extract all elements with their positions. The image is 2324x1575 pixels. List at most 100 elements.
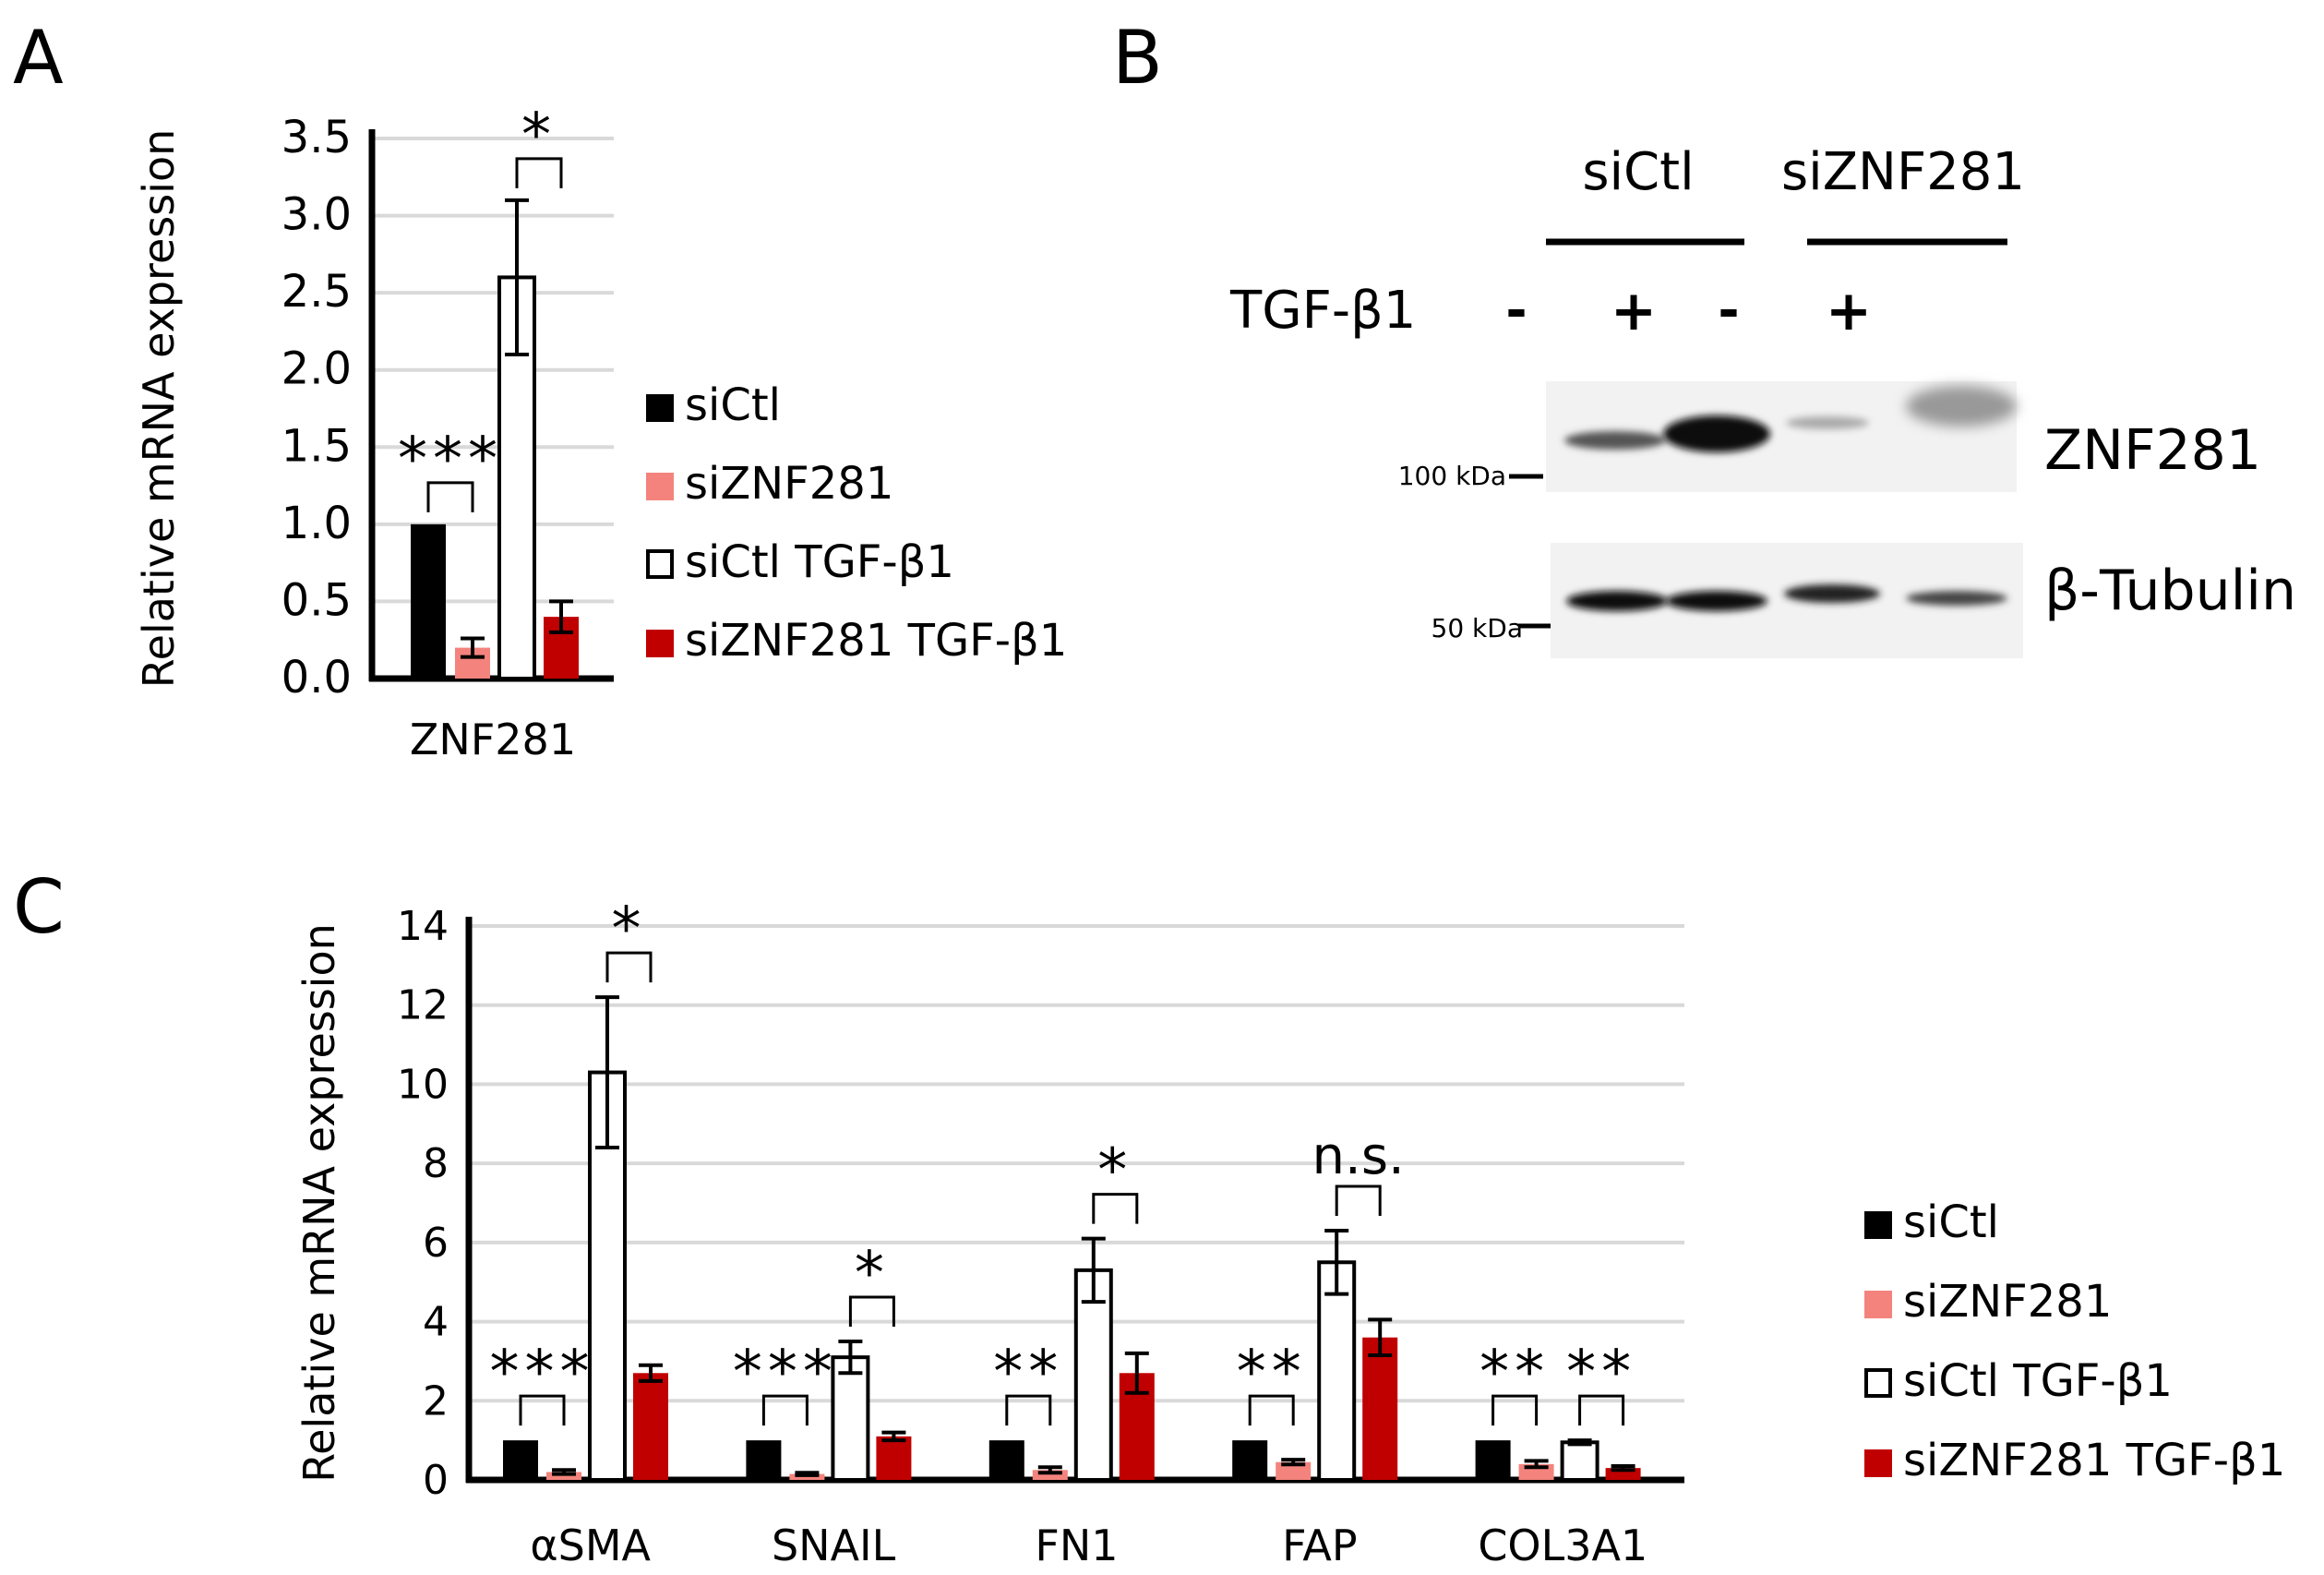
blot-row-label-znf281: ZNF281: [2044, 418, 2261, 483]
legend-swatch: [1864, 1211, 1892, 1239]
y-tick-label: 1.5: [282, 420, 352, 472]
bar: [831, 1355, 870, 1482]
x-category-label: FN1: [1035, 1521, 1118, 1570]
bar: [633, 1373, 668, 1480]
bar: [1073, 1268, 1113, 1483]
blot-marker-50kda: 50 kDa: [1432, 613, 1523, 643]
bar: [1232, 1440, 1268, 1480]
significance-label: ***: [733, 1339, 838, 1407]
blot-marker-100kda: 100 kDa: [1398, 461, 1506, 491]
y-tick-label: 6: [423, 1220, 449, 1267]
y-tick-label: 2.5: [282, 266, 352, 318]
significance-label: ***: [398, 426, 503, 494]
legend-label: siZNF281 TGF-β1: [685, 615, 1067, 667]
x-category-label: SNAIL: [772, 1521, 896, 1570]
significance-bracket: [426, 481, 474, 512]
chart-panel-c: 14 12 10 8 6 4 2 0 Relative mRNA expression αSMA S…: [294, 896, 1684, 1570]
legend-swatch: [646, 630, 674, 657]
x-category-label: ZNF281: [410, 715, 576, 764]
blot-lane-2-sign: +: [1611, 279, 1657, 343]
significance-bracket: [519, 1394, 566, 1426]
blot-row-label-tubulin: β-Tubulin: [2044, 559, 2296, 623]
significance-bracket: [1248, 1394, 1295, 1426]
x-category-label: αSMA: [530, 1521, 651, 1570]
y-tick-label: 2.0: [282, 343, 352, 395]
western-blot: siCtl siZNF281 TGF-β1 - + - + ZNF281 100…: [1229, 142, 2296, 658]
blot-band-tubulin-lane1: [1566, 591, 1668, 611]
y-tick-label: 8: [423, 1140, 449, 1187]
bar: [746, 1440, 782, 1480]
blot-band-tubulin-lane2: [1666, 591, 1767, 611]
significance-label: *: [521, 102, 557, 170]
blot-group-sictl: siCtl: [1582, 142, 1694, 202]
y-tick-label: 3.5: [282, 112, 352, 163]
bar: [1560, 1440, 1599, 1483]
y-tick-label: 14: [397, 903, 449, 950]
legend-label: siCtl TGF-β1: [1903, 1355, 2173, 1407]
blot-lane-1-sign: -: [1505, 281, 1527, 341]
legend-swatch: [646, 473, 674, 500]
y-tick-label: 10: [397, 1061, 449, 1108]
legend-swatch: [646, 394, 674, 422]
significance-label: **: [993, 1339, 1063, 1407]
panel-label-c: C: [13, 864, 65, 950]
y-tick-label: 0: [423, 1457, 449, 1504]
chart-panel-a: 3.5 3.0 2.5 2.0 1.5 1.0 0.5 0.0 Relative mRNA ex…: [134, 102, 614, 764]
significance-bracket: [1092, 1193, 1139, 1224]
significance-label: **: [1566, 1339, 1636, 1407]
x-category-label: COL3A1: [1478, 1521, 1647, 1570]
significance-label: n.s.: [1312, 1126, 1405, 1186]
blot-band-znf281-lane2: [1663, 415, 1770, 452]
bar: [876, 1436, 912, 1480]
legend-swatch: [1864, 1291, 1892, 1318]
x-category-label: FAP: [1282, 1521, 1357, 1570]
legend-label: siCtl: [1903, 1196, 1999, 1248]
bar: [1475, 1440, 1511, 1480]
significance-label: *: [855, 1240, 890, 1308]
bar: [411, 523, 446, 679]
bar: [1362, 1337, 1398, 1480]
y-tick-label: 3.0: [282, 189, 352, 241]
significance-label: ***: [490, 1339, 595, 1407]
legend-swatch: [1864, 1449, 1892, 1477]
blot-lane-4-sign: +: [1826, 279, 1872, 343]
legend-panel-a: siCtl siZNF281 siCtl TGF-β1 siZNF281 TGF-β1: [646, 379, 1067, 667]
blot-band-tubulin-lane3: [1784, 584, 1880, 603]
legend-swatch: [1864, 1368, 1892, 1398]
significance-bracket: [848, 1295, 895, 1327]
bar: [1032, 1470, 1068, 1480]
y-tick-label: 0.5: [282, 574, 352, 626]
y-tick-label: 4: [423, 1299, 449, 1346]
bar: [588, 1070, 627, 1482]
y-tick-label: 2: [423, 1377, 449, 1425]
legend-label: siZNF281: [685, 458, 893, 510]
legend-label: siCtl TGF-β1: [685, 536, 954, 588]
significance-bracket: [761, 1394, 809, 1426]
significance-label: **: [1237, 1339, 1307, 1407]
blot-band-znf281-lane4: [1906, 386, 2017, 427]
bar: [1276, 1461, 1312, 1480]
panel-label-a: A: [13, 15, 64, 101]
legend-label: siZNF281: [1903, 1276, 2112, 1328]
legend-label: siZNF281 TGF-β1: [1903, 1435, 2285, 1486]
blot-lane-3-sign: -: [1718, 281, 1739, 341]
blot-band-znf281-lane3: [1786, 416, 1869, 429]
blot-group-siznf281: siZNF281: [1781, 142, 2025, 202]
y-tick-label: 12: [397, 982, 449, 1029]
bar: [503, 1440, 538, 1480]
blot-band-znf281-lane1: [1564, 431, 1666, 450]
blot-treatment-label: TGF-β1: [1229, 281, 1416, 341]
panel-label-b: B: [1112, 15, 1163, 101]
y-tick-label: 1.0: [282, 498, 352, 549]
legend-panel-c: siCtl siZNF281 siCtl TGF-β1 siZNF281 TGF-β1: [1864, 1196, 2285, 1486]
significance-bracket: [1005, 1394, 1052, 1426]
blot-band-tubulin-lane4: [1906, 591, 2007, 606]
y-axis-title: Relative mRNA expression: [294, 923, 344, 1483]
significance-label: **: [1479, 1339, 1550, 1407]
y-axis-title: Relative mRNA expression: [134, 129, 184, 689]
significance-label: *: [1097, 1137, 1132, 1206]
significance-label: *: [612, 896, 647, 964]
significance-bracket: [1578, 1394, 1625, 1426]
significance-bracket: [1491, 1394, 1539, 1426]
